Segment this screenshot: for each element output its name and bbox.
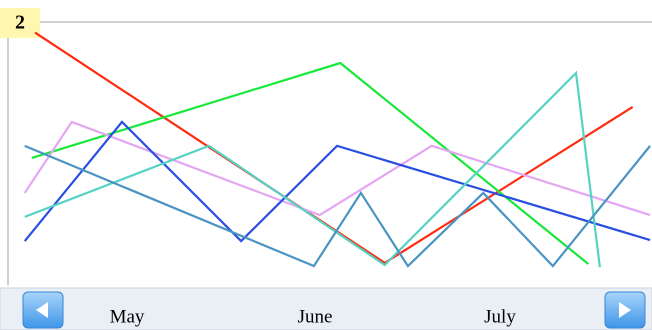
series-line (24, 144, 651, 268)
series-line (23, 120, 651, 217)
next-button[interactable] (604, 291, 646, 329)
badge-box (0, 8, 40, 38)
series-line (24, 70, 601, 268)
series-line (34, 31, 634, 265)
category-label: June (298, 306, 333, 327)
plot-area (23, 31, 651, 268)
nav-bar (0, 287, 652, 330)
category-label: July (484, 306, 516, 327)
prev-button[interactable] (22, 291, 64, 329)
category-labels: May June July (110, 306, 517, 327)
category-label: May (110, 306, 145, 327)
badge: 2 (15, 12, 25, 34)
series-line (31, 61, 589, 265)
series-line (23, 120, 651, 243)
